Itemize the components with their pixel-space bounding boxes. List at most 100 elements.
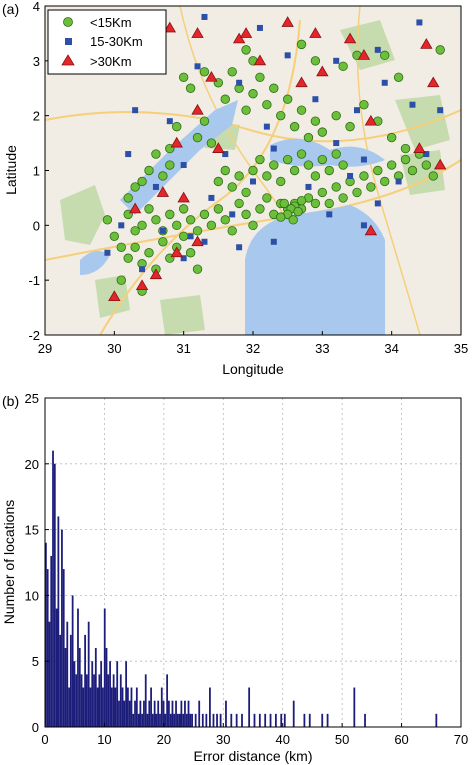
point-under-15km (255, 72, 265, 82)
point-15-30km (152, 183, 159, 190)
point-15-30km (284, 52, 291, 59)
point-over-30km (212, 142, 225, 153)
hist-bar (105, 648, 108, 727)
map-x-tick-label: 35 (454, 341, 468, 356)
hist-bar (216, 713, 218, 727)
point-15-30km (305, 183, 312, 190)
map-x-axis-label: Longitude (222, 361, 284, 377)
hist-bar (146, 713, 149, 727)
hist-y-tick-label: 20 (25, 457, 39, 472)
point-under-15km (130, 242, 140, 252)
hist-bar (109, 661, 111, 727)
point-15-30km (104, 249, 111, 256)
point-under-15km (185, 215, 196, 225)
hist-bar (68, 687, 70, 727)
hist-bar (114, 687, 117, 727)
map-legend: <15Km 15-30Km >30Km (47, 9, 167, 75)
hist-bar (98, 674, 101, 727)
point-under-15km (338, 160, 348, 170)
point-15-30km (374, 200, 381, 207)
hist-bar (178, 713, 181, 727)
point-15-30km (132, 107, 139, 114)
hist-bar (82, 687, 85, 727)
hist-bar (64, 648, 67, 727)
point-over-30km (149, 268, 163, 280)
point-15-30km (180, 255, 187, 262)
point-under-15km (158, 237, 168, 247)
point-under-15km (324, 165, 334, 176)
hist-y-tick-label: 15 (25, 523, 39, 538)
point-under-15km (345, 121, 355, 132)
point-15-30km (409, 101, 416, 108)
hist-bar (241, 713, 243, 727)
hist-y-tick-label: 0 (32, 720, 39, 735)
map-x-tick-label: 33 (315, 341, 329, 356)
point-15-30km (270, 238, 277, 245)
point-over-30km (191, 103, 204, 115)
hist-bar (173, 713, 176, 727)
hist-x-tick-label: 40 (275, 732, 289, 747)
map-y-tick-label: -2 (28, 328, 40, 343)
point-under-15km (303, 132, 314, 143)
point-15-30km (360, 156, 367, 163)
point-under-15km (123, 193, 133, 203)
hist-bar (118, 700, 120, 727)
hist-x-tick-label: 20 (157, 732, 171, 747)
point-over-30km (205, 70, 218, 82)
point-under-15km (338, 61, 348, 72)
point-under-15km (248, 165, 258, 176)
hist-bar (141, 713, 144, 727)
point-under-15km (102, 215, 113, 225)
point-over-30km (295, 76, 308, 88)
point-under-15km (199, 116, 210, 126)
point-under-15km (241, 45, 251, 55)
hist-bar (169, 713, 172, 727)
panel-a: (a) 29 3 (2, 0, 468, 377)
point-over-30km (170, 136, 183, 148)
hist-bar (102, 687, 104, 727)
hist-bar (201, 713, 204, 727)
point-under-15km (279, 198, 289, 209)
hist-bar (96, 687, 99, 727)
point-over-30km (357, 49, 371, 60)
hist-bar (84, 634, 87, 727)
point-under-15km (192, 264, 203, 274)
hist-bar (166, 674, 169, 727)
hist-y-tick-label: 5 (32, 654, 39, 669)
hist-bar (52, 450, 54, 727)
point-under-15km (435, 45, 445, 55)
hist-bar (184, 700, 186, 727)
point-under-15km (269, 160, 279, 170)
point-over-30km (364, 114, 378, 126)
hist-bar (121, 687, 124, 727)
point-over-30km (427, 76, 440, 88)
hist-bar (189, 713, 192, 727)
point-under-15km (165, 209, 175, 220)
point-under-15km (269, 83, 279, 93)
point-under-15km (296, 105, 307, 115)
point-over-30km (281, 16, 294, 27)
point-15-30km (437, 107, 444, 114)
point-over-30km (253, 54, 267, 66)
point-under-15km (227, 182, 237, 192)
point-15-30km (201, 238, 208, 245)
hist-bar (86, 674, 88, 727)
hist-x-tick-label: 10 (97, 732, 111, 747)
hist-x-tick-label: 50 (335, 732, 349, 747)
point-under-15km (282, 94, 293, 104)
map-x-tick-label: 34 (384, 341, 398, 356)
panel-b-label: (b) (2, 393, 19, 409)
point-under-15km (296, 39, 307, 50)
point-over-30km (239, 27, 253, 38)
hist-bar (219, 713, 222, 727)
hist-bar (143, 700, 145, 727)
hist-bar (180, 700, 183, 727)
point-15-30km (159, 227, 166, 234)
point-under-15km (421, 160, 432, 170)
point-15-30km (125, 151, 132, 158)
point-under-15km (428, 171, 438, 181)
hist-bar (435, 713, 438, 727)
point-15-30km (166, 118, 173, 125)
hist-bar (148, 700, 151, 727)
point-under-15km (317, 127, 328, 137)
